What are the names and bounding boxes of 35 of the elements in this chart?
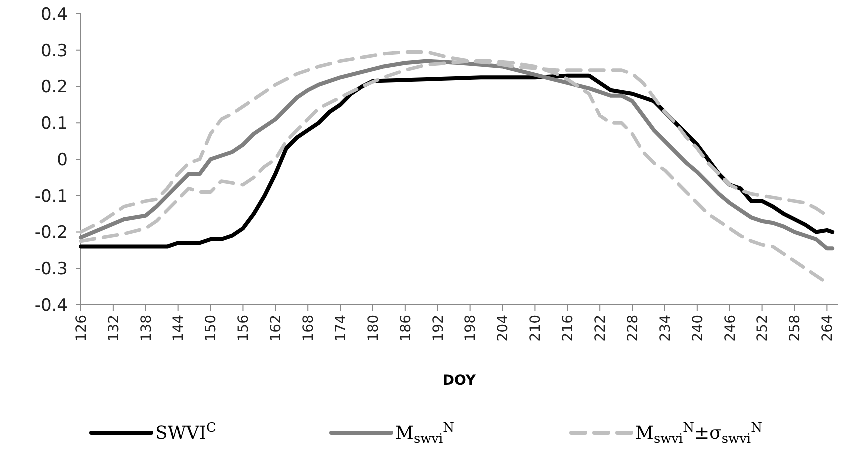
y-tick-label: -0.3 [34,260,68,280]
x-tick-label: 240 [690,315,706,342]
y-tick-label: 0.3 [40,41,68,62]
x-tick-label: 204 [496,314,512,342]
x-tick-label: 174 [333,314,350,342]
x-tick-label: 162 [268,315,285,342]
x-tick-label: 144 [171,314,188,342]
x-tick-label: 252 [755,315,772,342]
x-tick-label: 192 [430,315,447,342]
x-tick-label: 234 [658,314,674,342]
x-tick-label: 156 [236,314,252,342]
x-tick-label: 228 [625,315,642,342]
x-tick-label: 180 [366,315,382,342]
x-tick-label: 150 [204,315,220,342]
y-tick-label: -0.1 [34,186,68,207]
x-tick-label: 138 [138,315,155,342]
legend-label: SWVI$^{C}$ [156,420,216,444]
y-tick-label: -0.2 [34,223,68,244]
x-tick-label: 126 [74,314,90,342]
x-tick-label: 210 [528,315,544,342]
x-tick-label: 264 [820,314,836,342]
y-tick-label: -0.4 [34,296,68,316]
y-tick-label: 0.4 [40,4,68,25]
x-tick-label: 132 [106,315,122,342]
x-tick-label: 246 [722,314,739,342]
x-tick-label: 258 [788,315,804,342]
x-tick-label: 222 [592,315,609,342]
x-tick-label: 198 [463,315,480,342]
x-tick-label: 168 [301,315,317,342]
y-tick-label: 0 [57,150,68,170]
x-tick-label: 186 [398,314,414,342]
y-tick-label: 0.1 [40,114,68,134]
y-tick-label: 0.2 [40,78,68,98]
x-tick-label: 216 [560,314,577,342]
x-axis-title: DOY [442,373,477,389]
